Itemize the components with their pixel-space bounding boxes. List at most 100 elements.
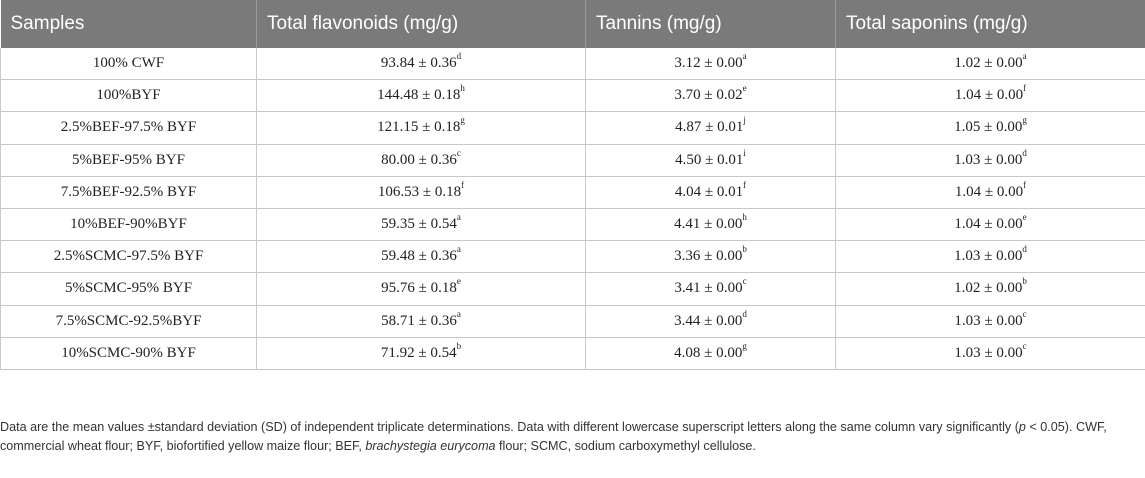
significance-letter: a	[456, 212, 461, 223]
header-total-saponins: Total saponins (mg/g)	[835, 0, 1145, 48]
tannins-cell-value: 4.04 ± 0.01	[674, 183, 744, 200]
tannins-cell-value: 3.70 ± 0.02	[674, 87, 743, 104]
flavonoids-cell: 59.48 ± 0.36a	[256, 240, 586, 274]
header-tannins: Tannins (mg/g)	[585, 0, 836, 48]
sample-cell: 10%BEF-90%BYF	[0, 208, 257, 242]
flavonoids-cell-value: 58.71 ± 0.36	[381, 312, 457, 329]
sample-cell-value: 5%SCMC-95% BYF	[64, 280, 193, 297]
significance-letter: j	[743, 115, 746, 126]
footnote-text: flour; SCMC, sodium carboxymethyl cellul…	[495, 439, 756, 453]
flavonoids-cell-value: 71.92 ± 0.54	[380, 344, 457, 361]
significance-letter: c	[1022, 340, 1027, 351]
tannins-cell-value: 4.87 ± 0.01	[675, 119, 744, 136]
footnote-text: < 0.05). CWF, commercial wheat flour; BY…	[0, 420, 1107, 453]
flavonoids-cell: 106.53 ± 0.18f	[256, 176, 586, 209]
flavonoids-cell-value: 121.15 ± 0.18	[377, 119, 461, 136]
saponins-cell: 1.03 ± 0.00d	[835, 144, 1145, 177]
sample-cell: 2.5%SCMC-97.5% BYF	[0, 240, 257, 274]
saponins-cell: 1.05 ± 0.00g	[835, 111, 1145, 145]
significance-letter: e	[1022, 212, 1027, 223]
tannins-cell: 4.08 ± 0.00g	[585, 337, 836, 370]
saponins-cell-value: 1.03 ± 0.00	[954, 151, 1023, 168]
significance-letter: b	[456, 340, 462, 351]
table-row: 10%BEF-90%BYF 59.35 ± 0.54a 4.41 ± 0.00h 1.…	[0, 208, 1145, 242]
sample-cell: 5%BEF-95% BYF	[0, 144, 257, 177]
tannins-cell-value: 3.12 ± 0.00	[674, 55, 743, 72]
significance-letter: f	[1023, 179, 1027, 190]
saponins-cell-value: 1.04 ± 0.00	[954, 216, 1023, 233]
tannins-cell: 3.12 ± 0.00a	[585, 48, 836, 81]
tannins-cell-value: 4.08 ± 0.00	[674, 344, 743, 361]
significance-letter: a	[742, 51, 747, 62]
saponins-cell-value: 1.04 ± 0.00	[954, 183, 1024, 200]
significance-letter: h	[742, 212, 747, 223]
flavonoids-cell: 144.48 ± 0.18h	[256, 79, 586, 113]
sample-cell: 2.5%BEF-97.5% BYF	[0, 111, 257, 145]
tannins-cell: 4.50 ± 0.01i	[585, 144, 836, 177]
table-row: 100%BYF 144.48 ± 0.18h 3.70 ± 0.02e 1.04 ± …	[0, 79, 1145, 113]
flavonoids-cell-value: 80.00 ± 0.36	[381, 151, 457, 168]
flavonoids-cell: 58.71 ± 0.36a	[256, 305, 586, 338]
table-body: 100% CWF 93.84 ± 0.36d 3.12 ± 0.00a 1.02 ± …	[0, 48, 1145, 370]
sample-cell: 5%SCMC-95% BYF	[0, 272, 257, 306]
saponins-cell-value: 1.03 ± 0.00	[954, 312, 1023, 329]
table-footnote: Data are the mean values ±standard devia…	[0, 418, 1142, 456]
table-row: 5%SCMC-95% BYF 95.76 ± 0.18e 3.41 ± 0.00c 1…	[0, 272, 1145, 306]
significance-letter: a	[456, 308, 461, 319]
significance-letter: a	[1022, 51, 1027, 62]
flavonoids-cell-value: 144.48 ± 0.18	[377, 87, 461, 104]
tannins-cell-value: 3.41 ± 0.00	[674, 280, 743, 297]
header-samples: Samples	[0, 0, 257, 48]
sample-cell: 7.5%BEF-92.5% BYF	[0, 176, 257, 209]
significance-letter: b	[1022, 276, 1027, 287]
significance-letter: f	[1023, 83, 1027, 94]
sample-cell-value: 2.5%SCMC-97.5% BYF	[53, 248, 204, 265]
table-header-row: Samples Total flavonoids (mg/g) Tannins …	[0, 0, 1145, 48]
flavonoids-cell-value: 59.35 ± 0.54	[381, 216, 457, 233]
tannins-cell: 3.44 ± 0.00d	[585, 305, 836, 338]
tannins-cell: 4.87 ± 0.01j	[585, 111, 836, 145]
saponins-cell: 1.04 ± 0.00f	[835, 79, 1145, 113]
significance-letter: e	[456, 276, 461, 287]
saponins-cell: 1.03 ± 0.00d	[835, 240, 1145, 274]
sample-cell-value: 7.5%SCMC-92.5%BYF	[55, 312, 202, 329]
significance-letter: f	[743, 179, 747, 190]
saponins-cell-value: 1.04 ± 0.00	[954, 87, 1024, 104]
tannins-cell: 3.70 ± 0.02e	[585, 79, 836, 113]
saponins-cell-value: 1.02 ± 0.00	[954, 55, 1023, 72]
saponins-cell: 1.04 ± 0.00f	[835, 176, 1145, 209]
flavonoids-cell: 93.84 ± 0.36d	[256, 48, 586, 81]
significance-letter: f	[461, 179, 465, 190]
flavonoids-cell: 121.15 ± 0.18g	[256, 111, 586, 145]
saponins-cell-value: 1.03 ± 0.00	[954, 248, 1023, 265]
significance-letter: c	[1022, 308, 1027, 319]
sample-cell-value: 10%SCMC-90% BYF	[61, 344, 196, 361]
significance-letter: d	[742, 308, 747, 319]
significance-letter: c	[742, 276, 747, 287]
significance-letter: h	[460, 83, 465, 94]
sample-cell-value: 10%BEF-90%BYF	[70, 216, 187, 233]
results-table: Samples Total flavonoids (mg/g) Tannins …	[0, 0, 1145, 370]
table-row: 7.5%SCMC-92.5%BYF 58.71 ± 0.36a 3.44 ± 0.0…	[0, 305, 1145, 338]
sample-cell: 10%SCMC-90% BYF	[0, 337, 257, 370]
table-row: 7.5%BEF-92.5% BYF 106.53 ± 0.18f 4.04 ± 0.…	[0, 176, 1145, 209]
flavonoids-cell-value: 95.76 ± 0.18	[381, 280, 457, 297]
flavonoids-cell: 71.92 ± 0.54b	[256, 337, 586, 370]
footnote-text: Data are the mean values ±standard devia…	[0, 420, 1019, 434]
significance-letter: d	[456, 51, 462, 62]
saponins-cell: 1.04 ± 0.00e	[835, 208, 1145, 242]
sample-cell-value: 7.5%BEF-92.5% BYF	[60, 183, 197, 200]
significance-letter: g	[1022, 115, 1027, 126]
significance-letter: d	[1022, 147, 1027, 158]
sample-cell-value: 2.5%BEF-97.5% BYF	[60, 119, 197, 136]
tannins-cell: 3.36 ± 0.00b	[585, 240, 836, 274]
saponins-cell-value: 1.03 ± 0.00	[954, 344, 1023, 361]
table-row: 2.5%BEF-97.5% BYF 121.15 ± 0.18g 4.87 ± 0.…	[0, 111, 1145, 145]
significance-letter: g	[460, 115, 465, 126]
sample-cell: 100% CWF	[0, 48, 257, 81]
significance-letter: i	[743, 147, 746, 158]
significance-letter: e	[742, 83, 747, 94]
saponins-cell-value: 1.02 ± 0.00	[954, 280, 1023, 297]
flavonoids-cell: 80.00 ± 0.36c	[256, 144, 586, 177]
tannins-cell-value: 4.41 ± 0.00	[674, 216, 743, 233]
